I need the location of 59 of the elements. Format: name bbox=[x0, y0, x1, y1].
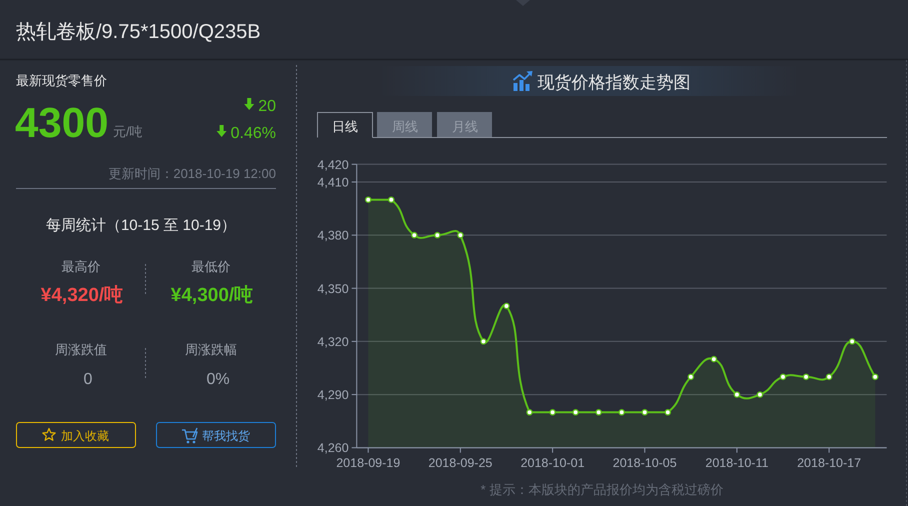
point bbox=[572, 409, 579, 416]
y-tick-label: 4,260 bbox=[317, 441, 349, 456]
y-tick-label: 4,410 bbox=[317, 176, 349, 190]
point bbox=[595, 409, 602, 416]
point bbox=[526, 409, 533, 416]
text: 热轧卷板/9.75*1500/Q235B bbox=[16, 21, 261, 43]
x-tick-label: 2018-10-11 bbox=[705, 456, 768, 470]
point bbox=[411, 232, 418, 238]
y-tick-label: 4,420 bbox=[317, 158, 349, 172]
y-tick-label: 4,380 bbox=[317, 228, 349, 243]
point bbox=[872, 374, 878, 380]
tab: 日线 bbox=[317, 112, 373, 138]
point bbox=[780, 374, 786, 380]
text: 0.46% bbox=[230, 125, 276, 142]
x-tick-label: 2018-09-19 bbox=[336, 456, 400, 470]
point bbox=[434, 232, 441, 238]
point bbox=[641, 409, 648, 416]
button: 加入收藏 bbox=[16, 422, 136, 448]
chart-title: 现货价格指数走势图 bbox=[538, 73, 690, 92]
point bbox=[549, 409, 556, 416]
text: 周涨跌幅 bbox=[185, 342, 237, 357]
text: 更新时间：2018-10-19 12:00 bbox=[108, 166, 276, 181]
point bbox=[480, 338, 487, 345]
point bbox=[734, 391, 740, 398]
point bbox=[503, 302, 510, 310]
text: 最低价 bbox=[192, 259, 230, 274]
text: 周涨跌值 bbox=[55, 342, 107, 357]
x-tick-label: 2018-10-01 bbox=[520, 456, 585, 470]
text: ¥4,300/吨 bbox=[170, 284, 254, 306]
text: 每周统计（10-15 至 10-19） bbox=[46, 217, 236, 234]
point bbox=[664, 409, 672, 416]
text: 最高价 bbox=[62, 259, 100, 274]
y-tick-label: 4,290 bbox=[317, 388, 349, 402]
text: * 提示：本版块的产品报价均为含税过磅价 bbox=[480, 482, 724, 497]
point bbox=[848, 338, 856, 345]
point bbox=[618, 409, 625, 416]
text: 0% bbox=[206, 371, 230, 388]
tab: 周线 bbox=[377, 112, 432, 137]
point bbox=[802, 374, 810, 380]
point bbox=[756, 391, 764, 398]
text: 4300 bbox=[15, 99, 108, 146]
x-tick-label: 2018-09-25 bbox=[428, 456, 492, 470]
text: ¥4,320/吨 bbox=[40, 284, 124, 306]
x-tick-label: 2018-10-05 bbox=[612, 456, 677, 470]
y-tick-label: 4,320 bbox=[317, 334, 349, 349]
text: 元/吨 bbox=[113, 124, 143, 139]
text: 20 bbox=[258, 98, 276, 115]
y-tick-label: 4,350 bbox=[317, 282, 349, 296]
button: 帮我找货 bbox=[156, 422, 276, 448]
point bbox=[364, 196, 372, 203]
point bbox=[388, 196, 395, 203]
tab: 月线 bbox=[437, 112, 492, 137]
point bbox=[688, 374, 694, 380]
x-tick-label: 2018-10-17 bbox=[797, 456, 862, 470]
point bbox=[826, 374, 832, 380]
point bbox=[710, 356, 718, 362]
text: 最新现货零售价 bbox=[16, 73, 107, 88]
text: 0 bbox=[84, 371, 93, 388]
point bbox=[457, 232, 464, 238]
